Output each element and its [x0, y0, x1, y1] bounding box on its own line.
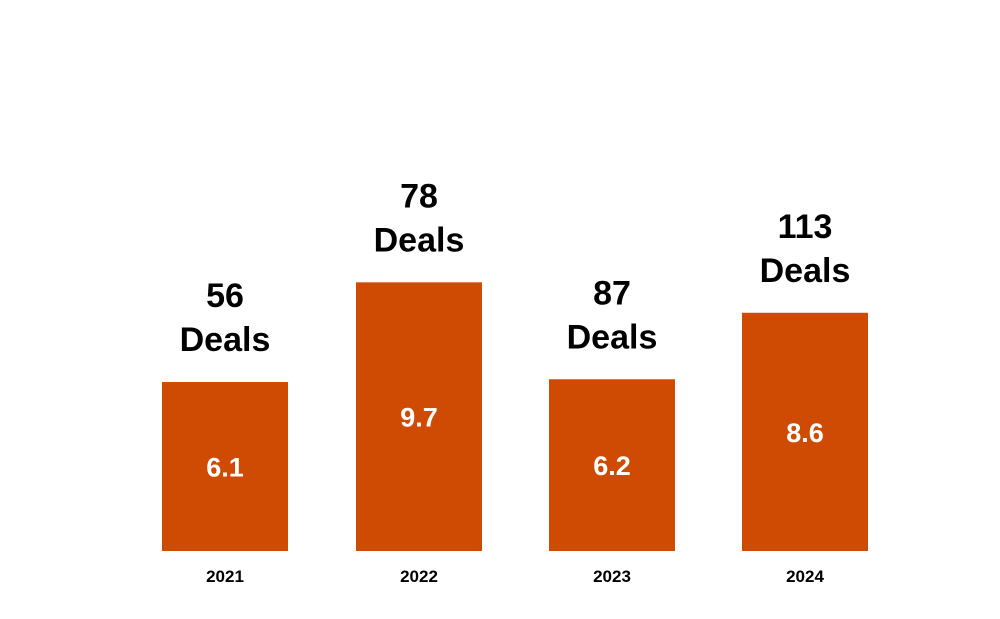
deal-count-label-2021: 56 — [206, 277, 244, 315]
deal-unit-label-2024: Deals — [760, 252, 851, 290]
deal-unit-label-2023: Deals — [567, 318, 658, 356]
deal-unit-label-2022: Deals — [374, 221, 465, 259]
deal-count-label-2022: 78 — [400, 177, 438, 215]
bar-value-label-2021: 6.1 — [206, 453, 244, 483]
bar-2023 — [549, 379, 675, 551]
x-tick-label-2022: 2022 — [400, 567, 438, 586]
bar-value-label-2023: 6.2 — [593, 451, 631, 481]
deal-count-label-2024: 113 — [778, 208, 833, 246]
bar-value-label-2024: 8.6 — [786, 418, 824, 448]
bar-2022 — [356, 282, 482, 551]
bar-value-label-2022: 9.7 — [400, 403, 438, 433]
deal-unit-label-2021: Deals — [180, 321, 271, 359]
deal-count-label-2023: 87 — [593, 274, 631, 312]
x-tick-label-2024: 2024 — [786, 567, 824, 586]
x-tick-label-2023: 2023 — [593, 567, 631, 586]
bar-2021 — [162, 382, 288, 551]
x-tick-label-2021: 2021 — [206, 567, 244, 586]
bar-2024 — [742, 312, 868, 551]
